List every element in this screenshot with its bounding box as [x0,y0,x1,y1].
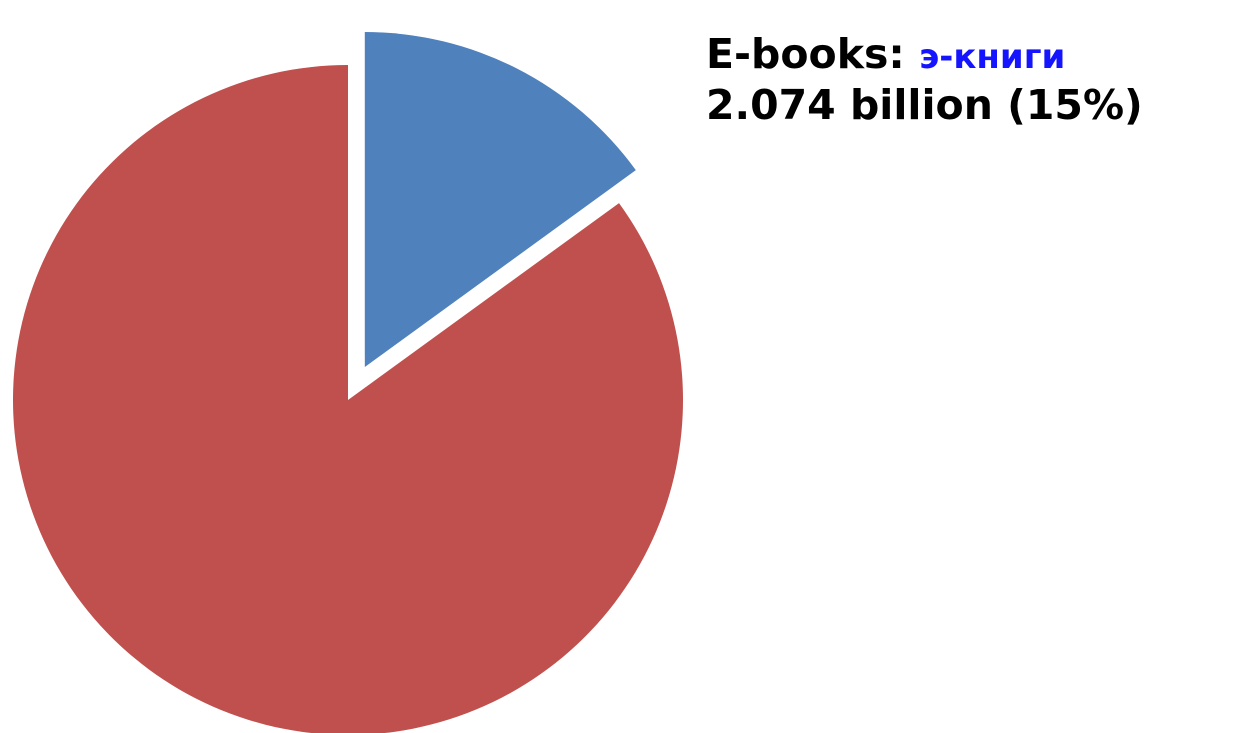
ebooks-callout: E-books: э-книги 2.074 billion (15%) [706,30,1143,129]
ebooks-value-label: 2.074 billion (15%) [706,81,1143,129]
pie-slice-e-books [364,32,636,368]
ebooks-callout-title: E-books: э-книги [706,30,1066,78]
ebooks-label: E-books [706,30,889,78]
ebooks-translation: э-книги [919,37,1066,77]
pie-slice-1 [13,65,683,733]
